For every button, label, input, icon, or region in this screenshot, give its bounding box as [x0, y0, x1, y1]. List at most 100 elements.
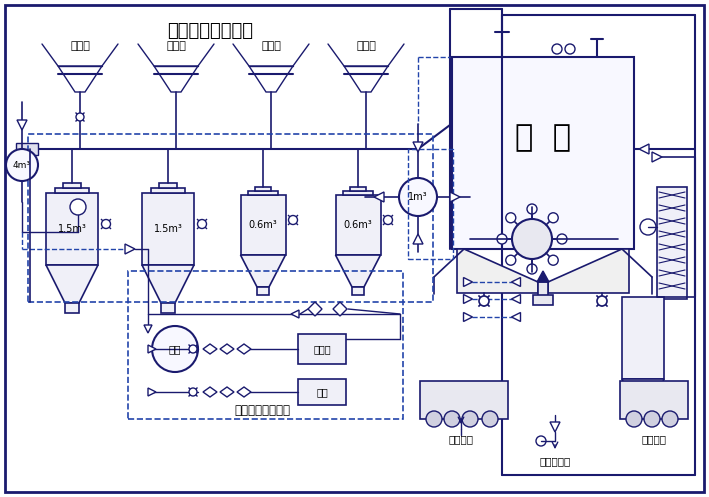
Circle shape [384, 216, 393, 225]
Circle shape [536, 436, 546, 446]
Circle shape [506, 255, 515, 265]
Text: 浓相气力输送系统: 浓相气力输送系统 [167, 22, 253, 40]
Bar [533, 295, 553, 305]
Bar [298, 379, 346, 405]
Bar [257, 287, 269, 295]
Text: 0.6m³: 0.6m³ [249, 220, 277, 230]
Polygon shape [548, 249, 629, 293]
Bar [63, 183, 81, 188]
Bar [343, 191, 373, 195]
Polygon shape [220, 387, 234, 397]
Polygon shape [652, 152, 662, 162]
Text: 干灰装车: 干灰装车 [642, 434, 666, 444]
Bar [55, 188, 89, 193]
Text: 空压机: 空压机 [313, 344, 331, 354]
Circle shape [527, 204, 537, 214]
Text: 二电场: 二电场 [166, 41, 186, 51]
Polygon shape [413, 234, 423, 244]
Circle shape [552, 44, 562, 54]
Polygon shape [148, 388, 156, 396]
Circle shape [482, 411, 498, 427]
Circle shape [289, 216, 298, 225]
Polygon shape [639, 144, 649, 154]
Circle shape [565, 44, 575, 54]
Text: 气力输送供气系统: 气力输送供气系统 [234, 405, 290, 417]
Bar [65, 303, 79, 313]
Circle shape [76, 113, 84, 121]
Polygon shape [550, 422, 560, 432]
Circle shape [6, 149, 38, 181]
Circle shape [512, 219, 552, 259]
Bar [161, 303, 175, 313]
Polygon shape [344, 66, 388, 92]
Text: 湿灰装车: 湿灰装车 [449, 434, 474, 444]
Polygon shape [335, 255, 381, 287]
Circle shape [497, 234, 507, 244]
Bar [240, 195, 286, 255]
Text: 三电场: 三电场 [261, 41, 281, 51]
Bar [408, 149, 453, 259]
Circle shape [426, 411, 442, 427]
Polygon shape [464, 277, 472, 286]
Polygon shape [203, 387, 217, 397]
Bar [538, 282, 548, 297]
Bar [46, 193, 98, 265]
Bar [255, 187, 271, 191]
Circle shape [462, 411, 478, 427]
Bar [620, 381, 688, 419]
Bar [335, 195, 381, 255]
Polygon shape [457, 249, 538, 293]
Text: 1m³: 1m³ [408, 192, 428, 202]
Bar [298, 334, 346, 364]
Polygon shape [58, 66, 102, 92]
Circle shape [527, 264, 537, 274]
Polygon shape [464, 313, 472, 322]
Bar [352, 287, 364, 295]
Polygon shape [144, 325, 152, 333]
Bar [28, 134, 433, 302]
Polygon shape [374, 192, 384, 202]
Polygon shape [240, 255, 286, 287]
Polygon shape [237, 387, 251, 397]
Polygon shape [511, 277, 520, 286]
Polygon shape [17, 120, 27, 130]
Text: 四电场: 四电场 [356, 41, 376, 51]
Text: 4m³: 4m³ [13, 161, 31, 169]
Bar [159, 183, 177, 188]
Circle shape [198, 220, 206, 229]
Text: 1.5m³: 1.5m³ [57, 224, 86, 234]
Bar [151, 188, 185, 193]
Circle shape [506, 213, 515, 223]
Polygon shape [154, 66, 198, 92]
Polygon shape [142, 265, 194, 303]
Bar [128, 271, 403, 419]
Polygon shape [464, 295, 472, 304]
Circle shape [640, 219, 656, 235]
Polygon shape [537, 271, 549, 282]
Text: 0.6m³: 0.6m³ [344, 220, 372, 230]
Bar [420, 381, 508, 419]
Circle shape [548, 255, 558, 265]
Polygon shape [148, 345, 156, 353]
Polygon shape [308, 302, 322, 316]
Circle shape [557, 234, 567, 244]
Polygon shape [46, 265, 98, 303]
Polygon shape [511, 295, 520, 304]
Polygon shape [622, 379, 664, 405]
Bar [637, 404, 649, 417]
Polygon shape [413, 142, 423, 152]
Circle shape [644, 411, 660, 427]
Bar [452, 57, 634, 249]
Polygon shape [125, 244, 135, 254]
Text: 压力水进口: 压力水进口 [540, 456, 571, 466]
Polygon shape [291, 310, 299, 318]
Polygon shape [249, 66, 293, 92]
Text: 总罐: 总罐 [169, 344, 182, 354]
Circle shape [548, 213, 558, 223]
Bar [16, 143, 38, 155]
Text: 灰  库: 灰 库 [515, 123, 571, 152]
Circle shape [189, 345, 197, 353]
Circle shape [626, 411, 642, 427]
Circle shape [597, 296, 607, 306]
Circle shape [101, 220, 111, 229]
